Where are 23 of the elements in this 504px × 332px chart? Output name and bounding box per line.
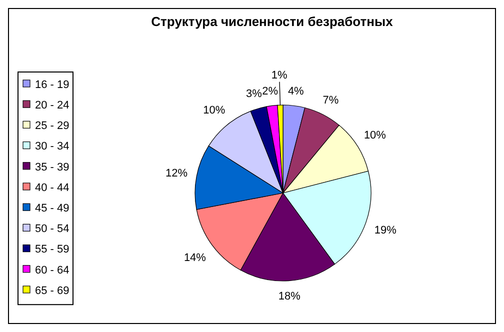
legend-label: 40 - 44 xyxy=(35,182,70,194)
data-label: 12% xyxy=(165,168,188,180)
legend-label: 30 - 34 xyxy=(35,140,70,153)
legend-label: 65 - 69 xyxy=(35,284,70,297)
data-label: 10% xyxy=(364,129,386,142)
legend-label: 45 - 49 xyxy=(35,202,70,214)
data-label: 10% xyxy=(203,104,226,117)
data-label: 1% xyxy=(271,70,288,82)
data-label: 3% xyxy=(246,88,262,100)
legend-label: 25 - 29 xyxy=(35,120,70,132)
data-label: 2% xyxy=(262,86,278,98)
data-label: 4% xyxy=(288,86,304,98)
legend-label: 35 - 39 xyxy=(35,161,70,174)
legend-label: 55 - 59 xyxy=(35,244,70,256)
legend-label: 50 - 54 xyxy=(35,223,70,236)
data-label: 18% xyxy=(278,290,301,302)
chart-title: Структура численности безработных xyxy=(151,14,394,29)
data-label: 19% xyxy=(374,224,397,237)
data-label: 7% xyxy=(322,94,339,106)
data-label: 14% xyxy=(184,252,206,264)
legend-label: 16 - 19 xyxy=(35,78,70,91)
legend-label: 20 - 24 xyxy=(35,99,70,112)
legend-label: 60 - 64 xyxy=(35,264,70,276)
